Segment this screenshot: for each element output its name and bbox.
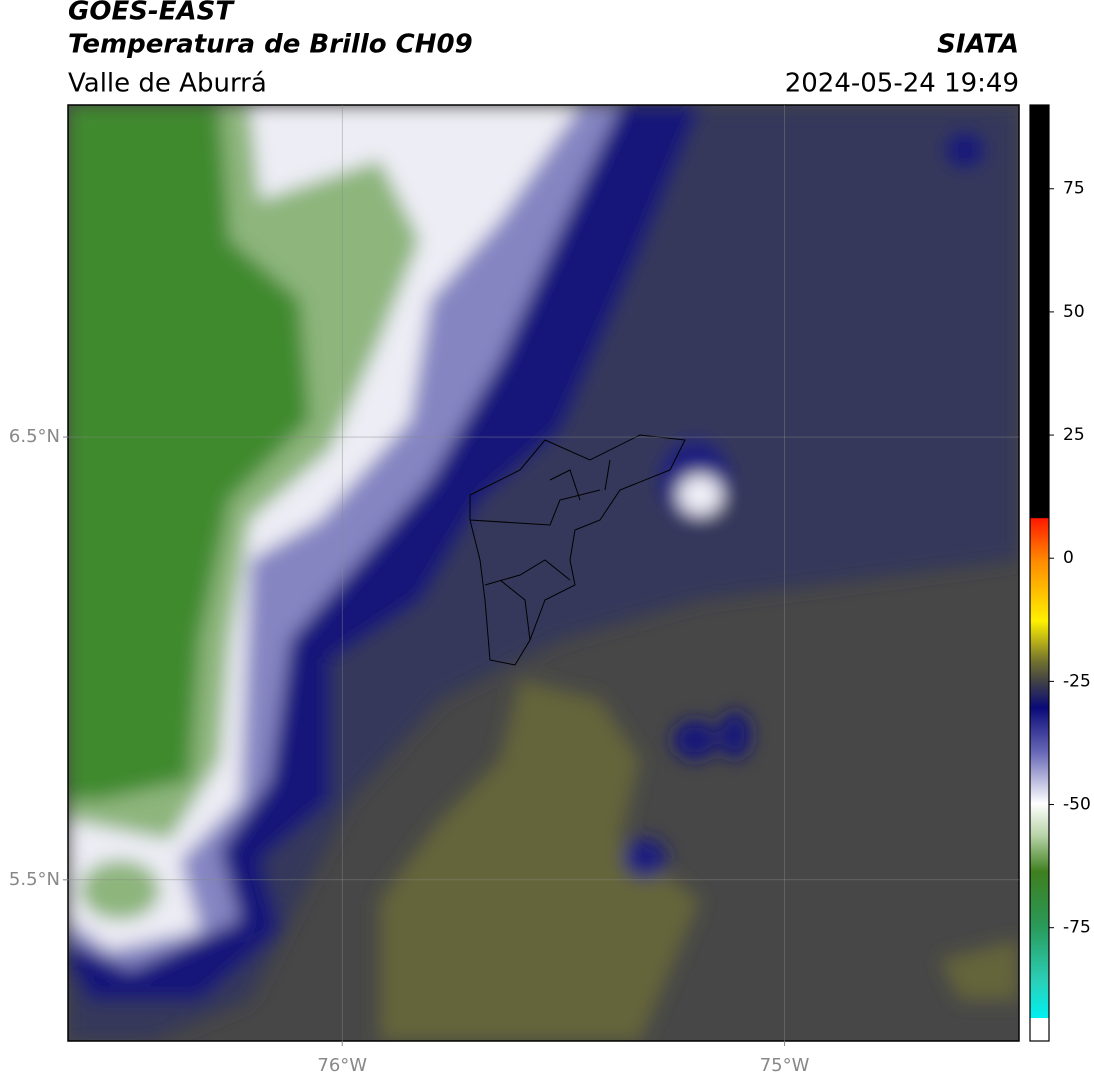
municipality-borders <box>469 434 686 666</box>
colorbar-tick-label: -50 <box>1063 795 1091 815</box>
x-tick-label: 76°W <box>317 1055 367 1076</box>
colorbar-tick-label: -25 <box>1063 671 1091 691</box>
colorbar-tick-label: 75 <box>1063 179 1085 199</box>
y-tick-label: 5.5°N <box>9 869 60 890</box>
datetime: 2024-05-24 19:49 <box>785 69 1019 99</box>
region: Valle de Aburrá <box>68 69 267 99</box>
colorbar-tick-label: 0 <box>1063 548 1074 568</box>
map-frame <box>67 104 1020 1042</box>
colorbar-tick-label: -75 <box>1063 918 1091 938</box>
colorbar-tick-label: 50 <box>1063 302 1085 322</box>
satellite-image <box>68 105 1019 1041</box>
subtitle: Temperatura de Brillo CH09 <box>68 30 473 60</box>
title: GOES-EAST <box>68 0 235 27</box>
colorbar-frame <box>1029 104 1050 1042</box>
colorbar-under <box>1030 1018 1049 1041</box>
x-tick-label: 75°W <box>760 1055 810 1076</box>
source: SIATA <box>937 30 1019 60</box>
y-tick-label: 6.5°N <box>9 426 60 447</box>
colorbar <box>1030 105 1049 1018</box>
colorbar-tick-label: 25 <box>1063 425 1085 445</box>
